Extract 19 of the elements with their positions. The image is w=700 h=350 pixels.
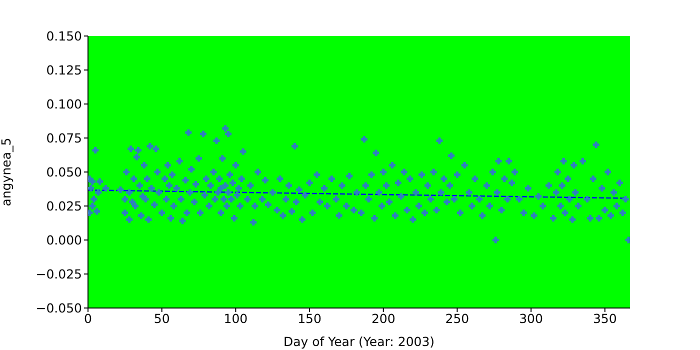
x-tick-label: 200: [371, 310, 396, 326]
y-tick-label: 0.125: [46, 62, 82, 78]
x-tick-label: 50: [154, 310, 170, 326]
y-tick-label: 0.075: [46, 130, 82, 146]
y-axis-title: angynea_5: [0, 138, 14, 206]
y-tick-label: −0.050: [36, 300, 82, 316]
x-tick-label: 100: [224, 310, 248, 326]
y-tick-label: −0.025: [36, 266, 82, 282]
y-tick-label: 0.150: [46, 28, 82, 44]
x-tick-label: 350: [592, 310, 617, 326]
y-tick-label: 0.025: [46, 198, 82, 214]
y-tick-label: 0.050: [46, 164, 82, 180]
x-axis-title: Day of Year (Year: 2003): [283, 334, 435, 349]
x-tick-label: 250: [445, 310, 470, 326]
y-tick-label: 0.100: [46, 96, 82, 112]
y-tick-label: 0.000: [46, 232, 82, 248]
x-tick-label: 0: [84, 310, 92, 326]
x-tick-label: 300: [519, 310, 544, 326]
x-tick-label: 150: [298, 310, 322, 326]
